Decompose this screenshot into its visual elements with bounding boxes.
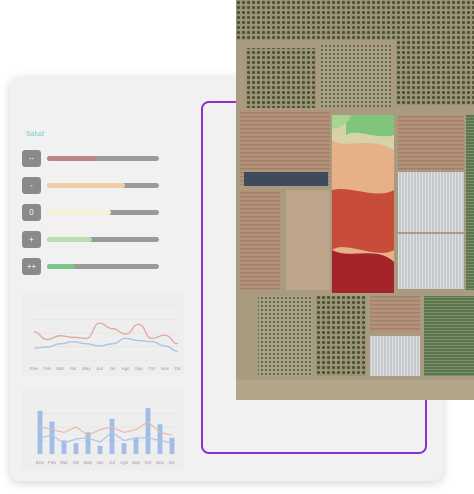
x-tick-label: Oct — [144, 460, 152, 465]
x-tick-label: Sep — [132, 460, 141, 465]
x-tick-label: May — [84, 460, 93, 465]
bar — [109, 418, 115, 454]
x-tick-label: Jun — [96, 366, 104, 371]
bar — [85, 432, 91, 454]
bar — [61, 440, 67, 454]
legend-button-neutral[interactable]: 0 — [22, 204, 41, 221]
satellite-image — [236, 0, 474, 400]
series-line — [39, 431, 173, 444]
legend-track — [47, 156, 159, 161]
legend-fill — [47, 156, 98, 161]
bar — [121, 443, 127, 454]
legend-track — [47, 264, 159, 269]
legend-track — [47, 237, 159, 242]
bar — [37, 410, 43, 454]
line-chart: Ene Feb Mar Abr May Jun Jul Ago Sep Oct Nov Dic — [30, 305, 182, 371]
legend-track — [47, 183, 159, 188]
series-line — [33, 337, 179, 353]
x-tick-label: Feb — [43, 366, 51, 371]
bar — [73, 443, 79, 454]
legend-fill — [47, 237, 92, 242]
legend-button-very-high[interactable]: ++ — [22, 258, 41, 275]
x-tick-label: Mar — [56, 366, 64, 371]
x-tick-label: Oct — [148, 366, 156, 371]
bar — [145, 408, 151, 454]
x-tick-label: Jul — [110, 366, 116, 371]
legend-button-very-low[interactable]: -- — [22, 150, 41, 167]
bar — [157, 424, 163, 454]
bar-chart-card: Ene Feb Mar Abr May Jun Jul Ago Sep Oct Nov Dic — [22, 390, 184, 470]
x-tick-label: Abr — [70, 366, 78, 371]
legend-title: Salud — [26, 131, 44, 138]
x-tick-label: Sep — [135, 366, 144, 371]
legend-button-low[interactable]: - — [22, 177, 41, 194]
x-tick-label: Abr — [72, 460, 80, 465]
x-tick-label: Ene — [30, 366, 39, 371]
x-tick-label: Ago — [120, 460, 129, 465]
legend-track — [47, 210, 159, 215]
x-tick-label: Jul — [109, 460, 115, 465]
x-tick-label: Nov — [161, 366, 170, 371]
bar-chart: Ene Feb Mar Abr May Jun Jul Ago Sep Oct Nov Dic — [34, 399, 178, 465]
x-tick-label: May — [82, 366, 91, 371]
bar — [133, 437, 139, 454]
x-tick-label: Ene — [36, 460, 45, 465]
x-tick-label: Ago — [122, 366, 131, 371]
bar — [97, 445, 103, 454]
x-tick-label: Jun — [96, 460, 104, 465]
legend-fill — [47, 210, 111, 215]
x-tick-label: Feb — [48, 460, 56, 465]
x-tick-label: Dic — [175, 366, 182, 371]
x-tick-label: Nov — [156, 460, 165, 465]
series-line — [33, 322, 179, 345]
satellite-map[interactable] — [236, 0, 474, 400]
series-line — [39, 420, 173, 436]
legend-fill — [47, 183, 126, 188]
x-tick-label: Dic — [169, 460, 176, 465]
bar — [49, 421, 55, 454]
legend-button-high[interactable]: + — [22, 231, 41, 248]
bar — [169, 437, 175, 454]
x-tick-label: Mar — [60, 460, 68, 465]
line-chart-card: Ene Feb Mar Abr May Jun Jul Ago Sep Oct Nov Dic — [22, 294, 184, 376]
legend-fill — [47, 264, 75, 269]
